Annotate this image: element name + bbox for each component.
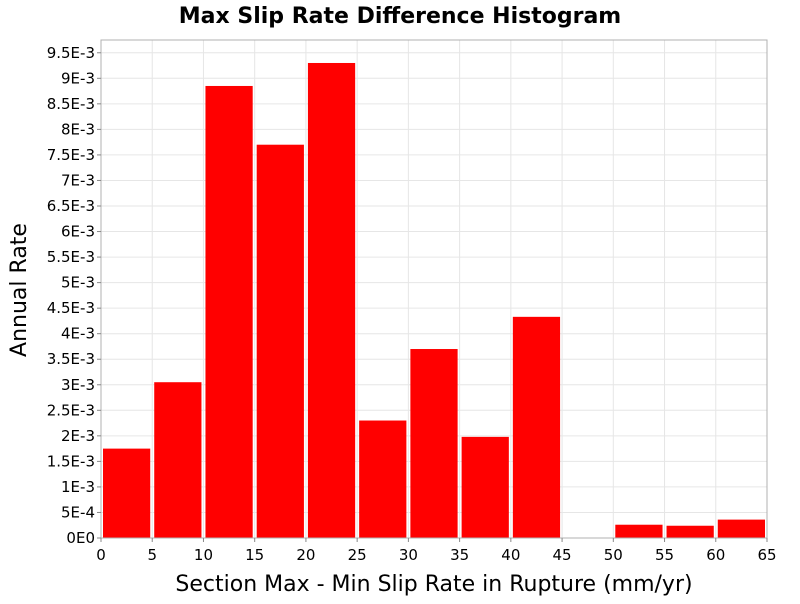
y-axis: 0E0 5E-4 1E-3 1.5E-3 2E-3 2.5E-3 3E-3 3.5E-3 4E-… bbox=[47, 44, 101, 547]
plot-border bbox=[100, 39, 768, 539]
y-tick-label: 5.5E-3 bbox=[47, 248, 95, 266]
x-tick-label: 65 bbox=[757, 546, 776, 564]
x-tick-label: 15 bbox=[245, 546, 264, 564]
chart-title: Max Slip Rate Difference Histogram bbox=[179, 4, 621, 29]
histogram-bars bbox=[103, 62, 765, 538]
y-tick-label: 0E0 bbox=[66, 529, 95, 547]
histogram-bar-55-60 bbox=[666, 525, 714, 538]
x-tick-label: 0 bbox=[96, 546, 106, 564]
histogram-bar-25-30 bbox=[359, 420, 407, 538]
y-tick-label: 6.5E-3 bbox=[47, 197, 95, 215]
y-tick-label: 1E-3 bbox=[61, 478, 95, 496]
y-tick-label: 9.5E-3 bbox=[47, 44, 95, 62]
histogram-bar-20-25 bbox=[307, 62, 356, 538]
x-axis-label: Section Max - Min Slip Rate in Rupture (… bbox=[175, 572, 692, 597]
y-tick-label: 8.5E-3 bbox=[47, 95, 95, 113]
x-tick-label: 25 bbox=[348, 546, 367, 564]
x-tick-label: 30 bbox=[399, 546, 418, 564]
y-tick-label: 5E-4 bbox=[61, 503, 95, 521]
y-tick-label: 1.5E-3 bbox=[47, 452, 95, 470]
x-tick-label: 60 bbox=[706, 546, 725, 564]
y-tick-label: 7E-3 bbox=[61, 171, 95, 189]
histogram-bar-50-55 bbox=[615, 524, 663, 538]
histogram-bar-0-5 bbox=[103, 448, 151, 538]
x-tick-label: 5 bbox=[147, 546, 157, 564]
y-tick-label: 3.5E-3 bbox=[47, 350, 95, 368]
x-tick-label: 10 bbox=[194, 546, 213, 564]
histogram-bar-40-45 bbox=[512, 316, 561, 538]
x-tick-label: 20 bbox=[296, 546, 315, 564]
histogram-bar-15-20 bbox=[256, 144, 304, 538]
y-tick-label: 3E-3 bbox=[61, 376, 95, 394]
y-tick-label: 4E-3 bbox=[61, 325, 95, 343]
y-tick-label: 9E-3 bbox=[61, 69, 95, 87]
y-tick-label: 8E-3 bbox=[61, 120, 95, 138]
x-tick-label: 40 bbox=[501, 546, 520, 564]
x-tick-label: 55 bbox=[655, 546, 674, 564]
histogram-bar-10-15 bbox=[205, 85, 253, 538]
x-tick-label: 35 bbox=[450, 546, 469, 564]
histogram-bar-30-35 bbox=[410, 349, 458, 538]
histogram-bar-5-10 bbox=[154, 382, 202, 538]
x-tick-label: 45 bbox=[553, 546, 572, 564]
y-tick-label: 2.5E-3 bbox=[47, 401, 95, 419]
histogram-bar-60-65 bbox=[717, 519, 765, 538]
x-axis: 0 5 10 15 20 25 30 35 40 45 50 55 60 65 bbox=[96, 538, 777, 564]
histogram-bar-35-40 bbox=[461, 436, 509, 538]
x-tick-label: 50 bbox=[604, 546, 623, 564]
y-tick-label: 7.5E-3 bbox=[47, 146, 95, 164]
y-tick-label: 6E-3 bbox=[61, 223, 95, 241]
y-axis-label: Annual Rate bbox=[7, 223, 32, 357]
y-tick-label: 5E-3 bbox=[61, 274, 95, 292]
y-tick-label: 2E-3 bbox=[61, 427, 95, 445]
y-tick-label: 4.5E-3 bbox=[47, 299, 95, 317]
